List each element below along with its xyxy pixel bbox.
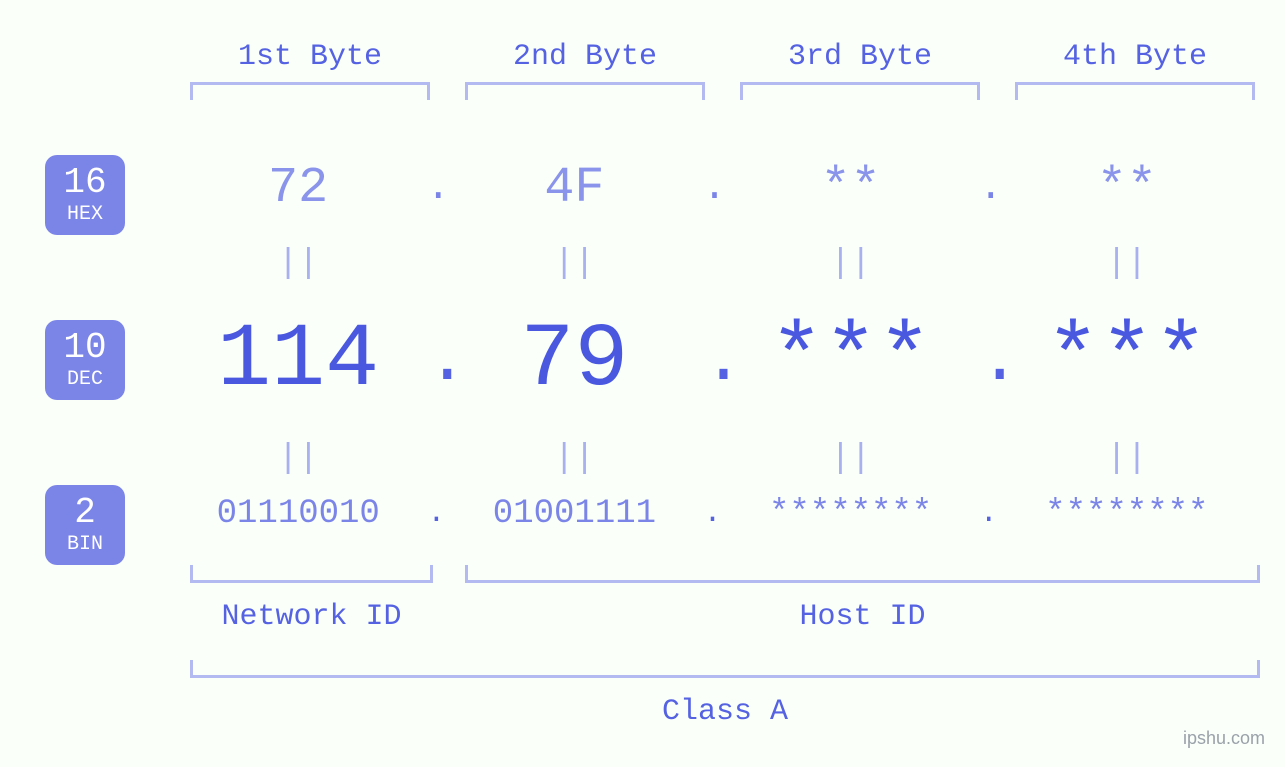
- row-hex: 72 . 4F . ** . **: [170, 160, 1255, 217]
- dot: .: [979, 497, 999, 531]
- equals-icon: ||: [999, 440, 1255, 478]
- watermark: ipshu.com: [1183, 728, 1265, 749]
- eq-row-1: || || || ||: [170, 245, 1255, 283]
- equals-icon: ||: [170, 245, 426, 283]
- badge-dec: 10 DEC: [45, 320, 125, 400]
- bracket-host-id: [465, 565, 1260, 583]
- top-bracket-4: [1015, 82, 1255, 100]
- hex-byte-3: **: [723, 160, 979, 217]
- badge-hex-num: 16: [45, 165, 125, 201]
- byte-header-4: 4th Byte: [1010, 40, 1260, 74]
- equals-icon: ||: [722, 440, 978, 478]
- badge-hex: 16 HEX: [45, 155, 125, 235]
- bracket-class: [190, 660, 1260, 678]
- equals-icon: ||: [446, 245, 702, 283]
- badge-hex-label: HEX: [45, 203, 125, 227]
- bin-byte-1: 01110010: [170, 495, 426, 533]
- top-bracket-2: [465, 82, 705, 100]
- top-bracket-1: [190, 82, 430, 100]
- dot: .: [426, 497, 446, 531]
- badge-dec-num: 10: [45, 330, 125, 366]
- dot: .: [426, 166, 446, 211]
- dec-byte-1: 114: [170, 310, 426, 412]
- equals-icon: ||: [446, 440, 702, 478]
- hex-byte-1: 72: [170, 160, 426, 217]
- badge-bin-num: 2: [45, 495, 125, 531]
- dec-byte-3: ***: [723, 310, 979, 412]
- eq-row-2: || || || ||: [170, 440, 1255, 478]
- bin-byte-3: ********: [722, 495, 978, 533]
- bracket-network-id: [190, 565, 433, 583]
- byte-header-3: 3rd Byte: [735, 40, 985, 74]
- hex-byte-2: 4F: [446, 160, 702, 217]
- bin-byte-2: 01001111: [446, 495, 702, 533]
- badge-bin: 2 BIN: [45, 485, 125, 565]
- byte-header-1: 1st Byte: [185, 40, 435, 74]
- dot: .: [703, 497, 723, 531]
- ip-diagram: 1st Byte 2nd Byte 3rd Byte 4th Byte 16 H…: [0, 0, 1285, 767]
- equals-icon: ||: [722, 245, 978, 283]
- dot: .: [703, 322, 723, 401]
- bin-byte-4: ********: [999, 495, 1255, 533]
- byte-header-2: 2nd Byte: [460, 40, 710, 74]
- dot: .: [979, 322, 999, 401]
- top-bracket-3: [740, 82, 980, 100]
- dot: .: [703, 166, 723, 211]
- row-bin: 01110010 . 01001111 . ******** . *******…: [170, 495, 1255, 533]
- dot: .: [426, 322, 446, 401]
- dot: .: [979, 166, 999, 211]
- row-dec: 114 . 79 . *** . ***: [170, 310, 1255, 412]
- label-host-id: Host ID: [465, 600, 1260, 634]
- badge-bin-label: BIN: [45, 533, 125, 557]
- badge-dec-label: DEC: [45, 368, 125, 392]
- dec-byte-4: ***: [999, 310, 1255, 412]
- label-network-id: Network ID: [190, 600, 433, 634]
- equals-icon: ||: [170, 440, 426, 478]
- equals-icon: ||: [999, 245, 1255, 283]
- hex-byte-4: **: [999, 160, 1255, 217]
- dec-byte-2: 79: [446, 310, 702, 412]
- label-class: Class A: [190, 695, 1260, 729]
